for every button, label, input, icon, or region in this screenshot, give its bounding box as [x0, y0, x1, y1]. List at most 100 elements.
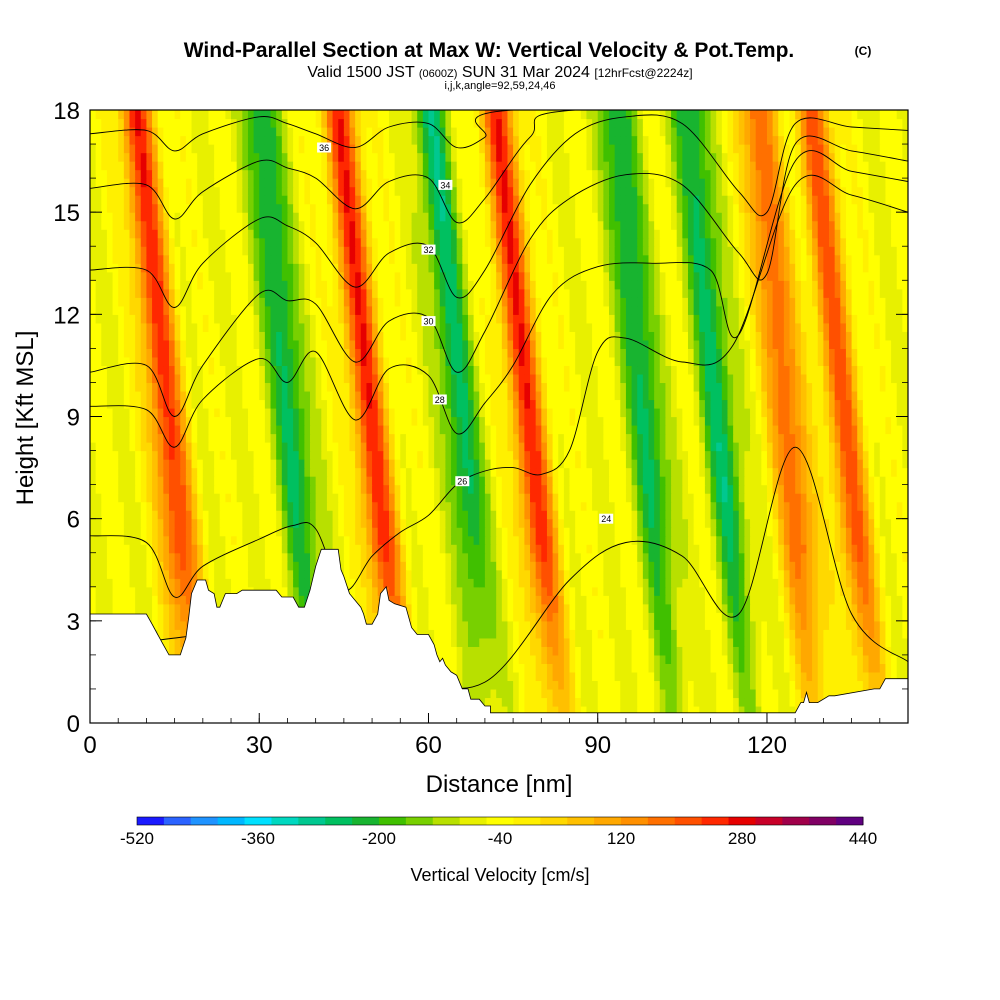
velocity-cell [135, 586, 142, 596]
velocity-cell [772, 578, 779, 588]
velocity-cell [603, 680, 610, 690]
velocity-cell [180, 552, 187, 562]
velocity-cell [789, 484, 796, 494]
velocity-cell [789, 544, 796, 554]
velocity-cell [422, 493, 430, 503]
velocity-cell [789, 586, 796, 596]
velocity-cell [738, 697, 745, 707]
velocity-cell [721, 612, 729, 622]
velocity-cell [214, 595, 221, 605]
velocity-cell [586, 484, 593, 494]
velocity-cell [123, 433, 131, 443]
velocity-cell [812, 663, 819, 673]
velocity-cell [575, 467, 582, 477]
velocity-cell [281, 425, 289, 435]
velocity-cell [699, 493, 706, 503]
velocity-cell [219, 586, 226, 596]
velocity-cell [710, 433, 717, 443]
velocity-cell [721, 688, 729, 699]
velocity-cell [755, 629, 762, 639]
velocity-cell [264, 425, 272, 435]
velocity-cell [225, 433, 232, 443]
velocity-cell [293, 552, 300, 562]
velocity-cell [518, 578, 525, 588]
velocity-cell [580, 654, 588, 664]
velocity-cell [343, 493, 351, 503]
velocity-cell [546, 552, 554, 562]
velocity-cell [214, 527, 221, 537]
velocity-cell [851, 629, 858, 639]
velocity-cell [772, 569, 779, 579]
velocity-cell [451, 467, 458, 477]
velocity-cell [823, 629, 830, 639]
velocity-cell [812, 586, 819, 596]
velocity-cell [840, 535, 847, 545]
velocity-cell [208, 510, 215, 520]
velocity-cell [95, 501, 102, 511]
velocity-cell [671, 612, 678, 622]
velocity-cell [795, 476, 802, 486]
velocity-cell [90, 535, 97, 545]
velocity-cell [332, 467, 339, 477]
velocity-cell [552, 459, 559, 469]
velocity-cell [174, 501, 181, 511]
velocity-cell [648, 518, 655, 528]
velocity-cell [462, 442, 469, 452]
velocity-cell [625, 620, 633, 630]
velocity-cell [654, 433, 661, 443]
velocity-cell [671, 459, 678, 469]
velocity-cell [118, 603, 125, 613]
velocity-cell [231, 425, 238, 435]
velocity-cell [563, 671, 571, 682]
velocity-cell [868, 450, 875, 460]
velocity-cell [163, 510, 170, 520]
velocity-cell [710, 680, 717, 690]
velocity-cell [766, 442, 774, 452]
velocity-cell [580, 510, 588, 520]
velocity-cell [541, 561, 548, 571]
velocity-cell [874, 518, 881, 528]
velocity-cell [152, 578, 159, 588]
velocity-cell [823, 646, 830, 656]
velocity-cell [614, 680, 621, 690]
velocity-cell [687, 527, 695, 537]
velocity-cell [253, 484, 260, 494]
velocity-cell [214, 586, 221, 596]
velocity-cell [896, 518, 903, 528]
velocity-cell [140, 552, 148, 562]
velocity-cell [891, 535, 898, 545]
velocity-cell [609, 629, 616, 639]
velocity-cell [654, 612, 661, 622]
velocity-cell [727, 578, 734, 588]
velocity-cell [225, 544, 232, 554]
velocity-cell [276, 586, 283, 596]
velocity-cell [490, 459, 497, 469]
velocity-cell [699, 544, 706, 554]
velocity-cell [563, 518, 571, 528]
velocity-cell [659, 552, 667, 562]
velocity-cell [761, 433, 768, 443]
velocity-cell [761, 459, 768, 469]
velocity-cell [896, 450, 903, 460]
velocity-cell [637, 637, 644, 647]
velocity-cell [693, 637, 700, 647]
velocity-cell [840, 646, 847, 656]
velocity-cell [259, 467, 266, 477]
velocity-cell [812, 654, 819, 664]
velocity-cell [879, 484, 887, 494]
velocity-cell [366, 603, 373, 613]
velocity-cell [484, 493, 492, 503]
velocity-cell [592, 697, 599, 707]
velocity-cell [507, 654, 514, 664]
velocity-cell [372, 501, 379, 511]
velocity-cell [580, 629, 588, 639]
velocity-cell [546, 680, 554, 690]
velocity-cell [236, 527, 243, 537]
velocity-cell [90, 467, 97, 477]
velocity-cell [400, 484, 407, 494]
velocity-cell [338, 442, 345, 452]
velocity-cell [563, 569, 571, 579]
velocity-cell [332, 544, 339, 554]
velocity-cell [174, 433, 181, 443]
velocity-cell [727, 459, 734, 469]
